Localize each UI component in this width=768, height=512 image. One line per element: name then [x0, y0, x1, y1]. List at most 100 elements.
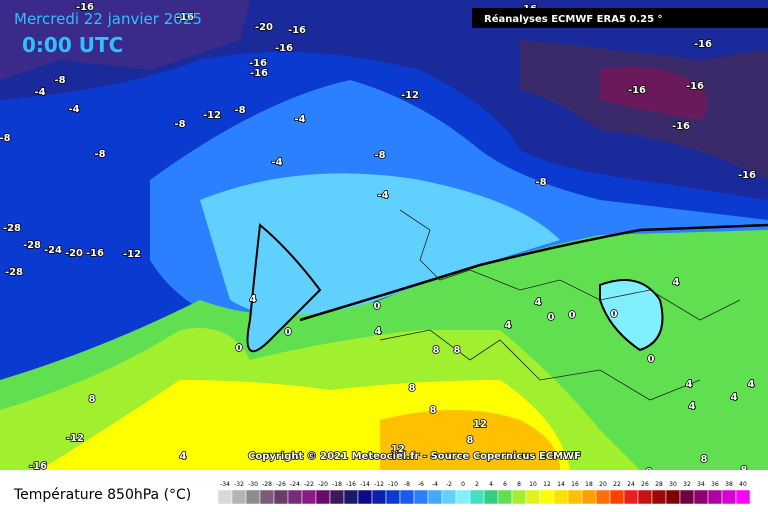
source-box: [472, 8, 768, 28]
colorbar-tick: -22: [304, 481, 314, 488]
colorbar-swatch: [245, 489, 261, 505]
contour-label: -16: [628, 85, 646, 96]
contour-label: -12: [66, 433, 84, 444]
colorbar-swatch: [553, 489, 569, 505]
contour-label: -16: [29, 461, 47, 472]
colorbar-swatch: [399, 489, 415, 505]
copyright: Copyright © 2021 Meteociel.fr - Source C…: [248, 451, 581, 462]
colorbar-tick: 22: [613, 481, 621, 488]
contour-label: -16: [275, 43, 293, 54]
contour-label: -8: [174, 119, 185, 130]
colorbar-swatch: [301, 489, 317, 505]
colorbar-tick: -4: [432, 481, 438, 488]
colorbar-swatch: [511, 489, 527, 505]
colorbar-tick: -16: [346, 481, 356, 488]
contour-label: 8: [433, 345, 440, 356]
contour-label: -28: [23, 240, 41, 251]
contour-label: -28: [5, 267, 23, 278]
colorbar-tick: -32: [234, 481, 244, 488]
contour-label: -12: [401, 90, 419, 101]
colorbar-swatch: [329, 489, 345, 505]
colorbar-swatch: [231, 489, 247, 505]
contour-label: -8: [374, 150, 385, 161]
colorbar-swatch: [623, 489, 639, 505]
contour-label: -16: [288, 25, 306, 36]
contour-label: -4: [377, 190, 388, 201]
colorbar-tick: 12: [543, 481, 551, 488]
colorbar-tick: 26: [641, 481, 649, 488]
colorbar-swatch: [315, 489, 331, 505]
contour-label: 8: [430, 405, 437, 416]
contour-label: 4: [748, 379, 755, 390]
colorbar-tick: -20: [318, 481, 328, 488]
contour-label: 4: [731, 392, 738, 403]
colorbar-swatch: [217, 489, 233, 505]
colorbar-tick: 32: [683, 481, 691, 488]
colorbar-tick: 28: [655, 481, 663, 488]
colorbar-tick: 0: [461, 481, 465, 488]
contour-label: -4: [34, 87, 45, 98]
colorbar-tick: 2: [475, 481, 479, 488]
contour-label: -16: [76, 2, 94, 13]
contour-label: 0: [285, 327, 292, 338]
contour-label: -4: [68, 104, 79, 115]
colorbar-tick: 36: [711, 481, 719, 488]
colorbar-swatch: [413, 489, 429, 505]
contour-label: -12: [203, 110, 221, 121]
colorbar-swatch: [637, 489, 653, 505]
contour-label: 4: [535, 297, 542, 308]
colorbar-swatch: [343, 489, 359, 505]
time-title: 0:00 UTC: [22, 33, 123, 57]
colorbar-tick: 30: [669, 481, 677, 488]
legend-title: Température 850hPa (°C): [13, 487, 191, 503]
contour-label: 8: [89, 394, 96, 405]
colorbar-swatch: [483, 489, 499, 505]
colorbar-swatch: [371, 489, 387, 505]
colorbar-swatch: [707, 489, 723, 505]
colorbar-swatch: [427, 489, 443, 505]
contour-label: -8: [234, 105, 245, 116]
contour-label: 4: [689, 401, 696, 412]
contour-label: 12: [473, 419, 487, 430]
contour-label: -8: [0, 133, 11, 144]
contour-label: 4: [505, 320, 512, 331]
contour-label: -4: [294, 114, 305, 125]
colorbar: -34 -32 -30 -28 -26 -24 -22 -20 -18 -16 -14 -12 -10-…: [217, 481, 751, 505]
colorbar-swatch: [609, 489, 625, 505]
colorbar-tick: 16: [571, 481, 579, 488]
contour-label: -16: [672, 121, 690, 132]
colorbar-tick: 6: [503, 481, 507, 488]
contour-label: 0: [648, 354, 655, 365]
contour-label: -4: [271, 157, 282, 168]
contour-label: -8: [535, 177, 546, 188]
colorbar-tick: -18: [332, 481, 342, 488]
map-background: [0, 0, 768, 470]
colorbar-swatch: [525, 489, 541, 505]
contour-label: 12: [391, 444, 405, 455]
contour-label: 4: [686, 379, 693, 390]
contour-label: -8: [54, 75, 65, 86]
source-label: Réanalyses ECMWF ERA5 0.25 °: [484, 13, 663, 25]
contour-label: -16: [686, 81, 704, 92]
contour-label: -20: [255, 22, 273, 33]
contour-label: 8: [454, 345, 461, 356]
colorbar-swatch: [497, 489, 513, 505]
colorbar-swatch: [665, 489, 681, 505]
colorbar-swatch: [735, 489, 751, 505]
contour-label: -20: [65, 248, 83, 259]
colorbar-tick: 34: [697, 481, 705, 488]
colorbar-swatch: [581, 489, 597, 505]
contour-label: 8: [467, 435, 474, 446]
contour-label: 0: [611, 309, 618, 320]
colorbar-tick: 4: [489, 481, 493, 488]
colorbar-swatch: [455, 489, 471, 505]
contour-label: 4: [180, 451, 187, 462]
colorbar-tick: 40: [739, 481, 747, 488]
contour-label: 8: [701, 454, 708, 465]
contour-label: 4: [375, 326, 382, 337]
colorbar-swatch: [693, 489, 709, 505]
contour-label: -16: [250, 68, 268, 79]
colorbar-tick: -14: [360, 481, 370, 488]
colorbar-swatch: [679, 489, 695, 505]
colorbar-tick: -8: [404, 481, 410, 488]
